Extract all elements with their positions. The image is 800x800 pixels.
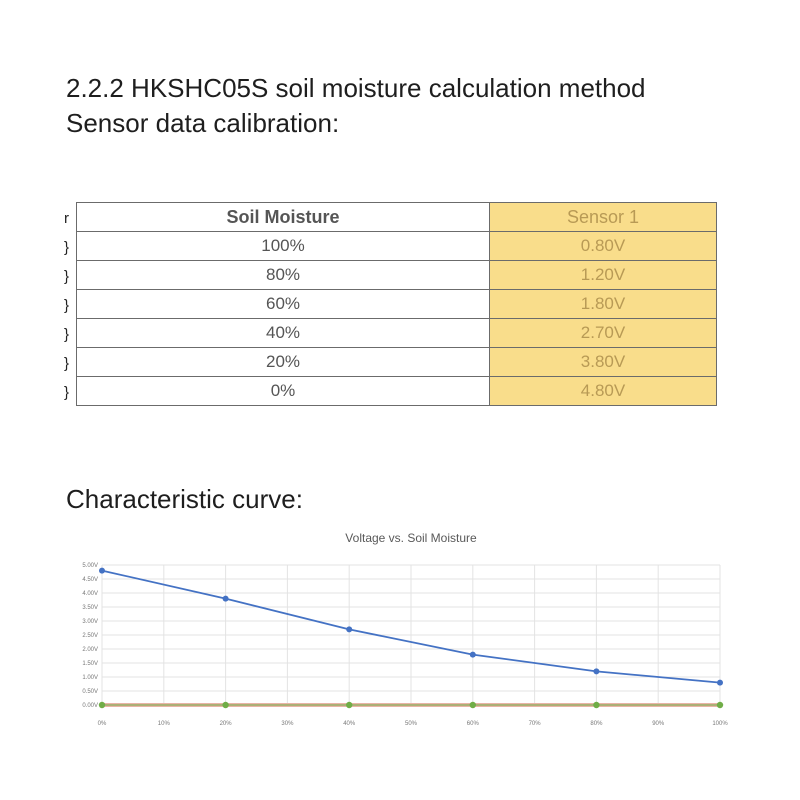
voltage-moisture-chart: Voltage vs. Soil Moisture 0% 10% 20% 30% 40% 5… — [82, 531, 728, 727]
y-tick-label: 1.50V — [82, 661, 98, 667]
voltage-cell: 1.20V — [489, 260, 717, 290]
y-tick-label: 0.50V — [82, 689, 98, 695]
curve-heading: Characteristic curve: — [66, 484, 303, 514]
data-point — [99, 567, 105, 574]
data-point — [346, 626, 353, 633]
x-tick-label: 0% — [98, 721, 107, 727]
x-tick-label: 10% — [158, 721, 171, 727]
x-tick-label: 100% — [712, 721, 728, 727]
y-tick-label: 3.50V — [82, 605, 98, 611]
chart-title: Voltage vs. Soil Moisture — [345, 531, 477, 545]
y-tick-label: 3.00V — [82, 619, 98, 625]
table-row: 60% 1.80V — [76, 289, 717, 319]
x-tick-label: 20% — [220, 721, 233, 727]
table-row: 20% 3.80V — [76, 347, 717, 377]
edge-mark: } — [64, 268, 70, 285]
moisture-cell: 60% — [76, 289, 490, 319]
moisture-cell: 100% — [76, 231, 490, 261]
data-point — [716, 701, 724, 709]
sub-heading: Sensor data calibration: — [66, 108, 340, 138]
data-point — [98, 701, 106, 709]
series-line — [101, 569, 721, 684]
table-row: 0% 4.80V — [76, 376, 717, 406]
header-soil-moisture: Soil Moisture — [76, 202, 490, 232]
table-row: 100% 0.80V — [76, 231, 717, 261]
voltage-cell: 4.80V — [489, 376, 717, 406]
edge-mark: r — [64, 210, 69, 227]
data-point — [717, 679, 723, 686]
moisture-cell: 20% — [76, 347, 490, 377]
y-tick-label: 2.00V — [82, 647, 98, 653]
calibration-table: Soil Moisture Sensor 1 100% 0.80V 80% 1.20V… — [76, 202, 717, 406]
x-tick-label: 50% — [405, 721, 418, 727]
table-header-row: Soil Moisture Sensor 1 — [76, 202, 717, 232]
voltage-cell: 1.80V — [489, 289, 717, 319]
edge-mark: } — [64, 239, 70, 256]
section-heading: 2.2.2 HKSHC05S soil moisture calculation… — [66, 73, 646, 103]
moisture-cell: 0% — [76, 376, 490, 406]
y-tick-label: 0.00V — [82, 703, 98, 709]
data-point — [222, 595, 229, 602]
voltage-cell: 3.80V — [489, 347, 717, 377]
edge-mark: } — [64, 326, 70, 343]
x-tick-label: 80% — [590, 721, 603, 727]
header-sensor-1: Sensor 1 — [489, 202, 717, 232]
edge-mark: } — [64, 297, 70, 314]
table-row: 40% 2.70V — [76, 318, 717, 348]
table-left-edge: r}}}}}} — [64, 204, 74, 407]
y-tick-label: 2.50V — [82, 633, 98, 639]
y-tick-label: 4.00V — [82, 591, 98, 597]
y-tick-label: 5.00V — [82, 563, 98, 569]
x-tick-label: 40% — [343, 721, 356, 727]
x-tick-label: 90% — [652, 721, 665, 727]
table-row: 80% 1.20V — [76, 260, 717, 290]
data-point — [593, 668, 600, 675]
y-tick-label: 4.50V — [82, 577, 98, 583]
edge-mark: } — [64, 384, 70, 401]
voltage-cell: 0.80V — [489, 231, 717, 261]
data-point — [222, 701, 229, 709]
data-point — [346, 701, 353, 709]
data-point — [469, 651, 476, 658]
x-tick-label: 60% — [467, 721, 480, 727]
data-point — [469, 701, 476, 709]
data-point — [593, 701, 600, 709]
edge-mark: } — [64, 355, 70, 372]
x-tick-label: 30% — [281, 721, 294, 727]
y-tick-label: 1.00V — [82, 675, 98, 681]
voltage-cell: 2.70V — [489, 318, 717, 348]
moisture-cell: 40% — [76, 318, 490, 348]
x-tick-label: 70% — [529, 721, 542, 727]
moisture-cell: 80% — [76, 260, 490, 290]
